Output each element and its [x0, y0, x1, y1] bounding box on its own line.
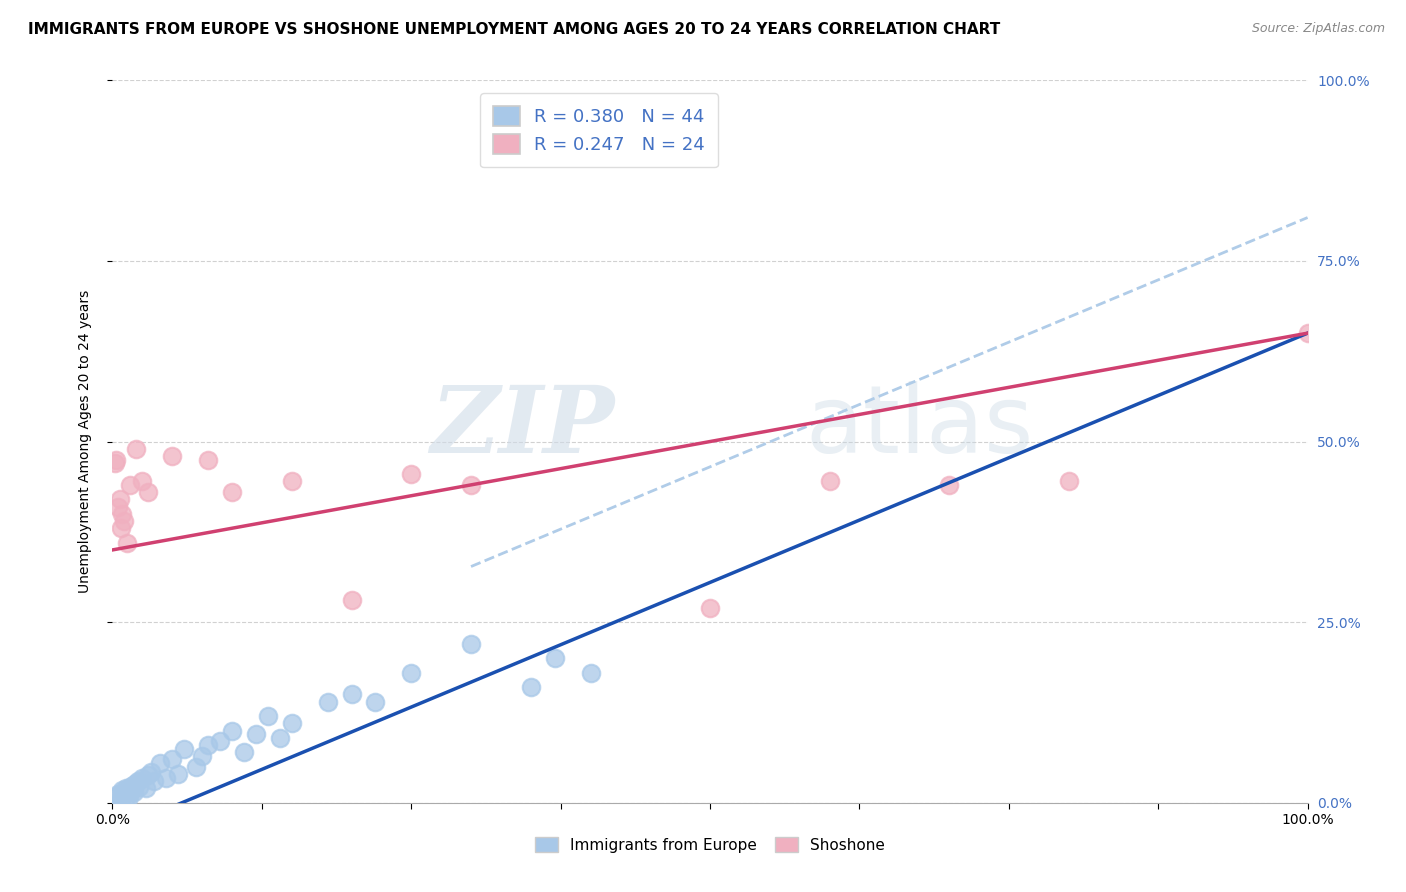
Point	[221, 723, 243, 738]
Point	[316, 695, 339, 709]
Point	[1296, 326, 1319, 341]
Point	[105, 452, 128, 467]
Point	[128, 780, 150, 794]
Point	[111, 782, 134, 797]
Point	[121, 778, 143, 792]
Point	[401, 665, 423, 680]
Point	[127, 774, 149, 789]
Point	[340, 593, 363, 607]
Point	[111, 507, 134, 521]
Point	[460, 637, 482, 651]
Point	[162, 752, 183, 766]
Point	[104, 456, 127, 470]
Point	[257, 709, 280, 723]
Point	[938, 478, 960, 492]
Legend: Immigrants from Europe, Shoshone: Immigrants from Europe, Shoshone	[527, 829, 893, 860]
Point	[233, 745, 256, 759]
Point	[114, 781, 136, 796]
Point	[281, 716, 304, 731]
Point	[269, 731, 291, 745]
Point	[107, 787, 129, 801]
Point	[191, 748, 214, 763]
Y-axis label: Unemployment Among Ages 20 to 24 years: Unemployment Among Ages 20 to 24 years	[77, 290, 91, 593]
Point	[162, 449, 183, 463]
Point	[122, 785, 145, 799]
Text: atlas: atlas	[806, 381, 1033, 473]
Text: IMMIGRANTS FROM EUROPE VS SHOSHONE UNEMPLOYMENT AMONG AGES 20 TO 24 YEARS CORREL: IMMIGRANTS FROM EUROPE VS SHOSHONE UNEMP…	[28, 22, 1001, 37]
Point	[186, 760, 208, 774]
Point	[818, 475, 841, 489]
Point	[120, 478, 142, 492]
Point	[107, 500, 129, 514]
Point	[149, 756, 172, 770]
Point	[173, 741, 195, 756]
Point	[543, 651, 565, 665]
Point	[143, 774, 166, 789]
Point	[197, 738, 219, 752]
Point	[115, 535, 138, 549]
Point	[209, 734, 232, 748]
Point	[125, 775, 148, 789]
Point	[579, 665, 602, 680]
Point	[155, 771, 177, 785]
Point	[125, 442, 148, 456]
Point	[114, 514, 135, 528]
Point	[118, 790, 141, 805]
Point	[139, 765, 162, 780]
Point	[115, 789, 138, 803]
Point	[114, 785, 135, 799]
Point	[167, 767, 190, 781]
Point	[138, 485, 160, 500]
Point	[110, 792, 132, 806]
Text: ZIP: ZIP	[430, 382, 614, 472]
Point	[105, 790, 128, 805]
Point	[401, 467, 423, 481]
Point	[197, 452, 219, 467]
Text: Source: ZipAtlas.com: Source: ZipAtlas.com	[1251, 22, 1385, 36]
Point	[108, 492, 131, 507]
Point	[117, 785, 139, 799]
Point	[364, 695, 387, 709]
Point	[1057, 475, 1080, 489]
Point	[131, 475, 153, 489]
Point	[221, 485, 243, 500]
Point	[245, 727, 267, 741]
Point	[460, 478, 482, 492]
Point	[131, 771, 153, 785]
Point	[340, 687, 363, 701]
Point	[138, 768, 160, 782]
Point	[699, 600, 721, 615]
Point	[120, 780, 142, 794]
Point	[110, 521, 132, 535]
Point	[520, 680, 543, 694]
Point	[121, 782, 143, 797]
Point	[135, 781, 157, 796]
Point	[281, 475, 304, 489]
